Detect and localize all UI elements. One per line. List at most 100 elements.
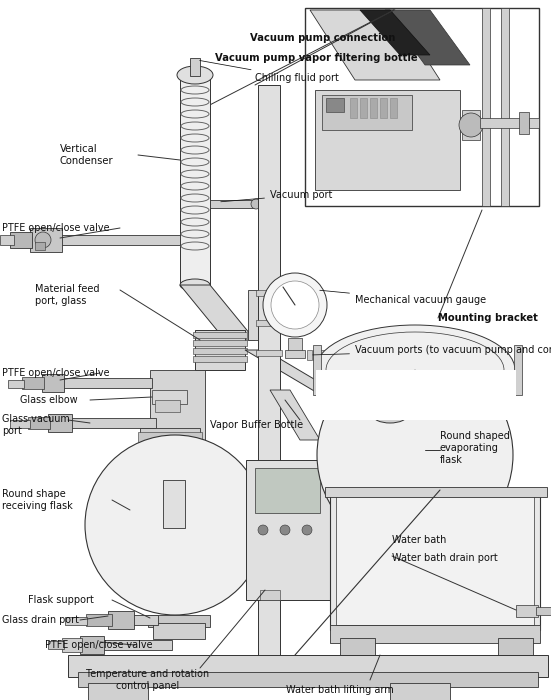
Bar xyxy=(42,374,64,392)
Text: Material feed
port, glass: Material feed port, glass xyxy=(35,284,100,306)
Bar xyxy=(48,641,64,649)
Bar xyxy=(360,98,367,118)
Bar xyxy=(258,85,280,675)
Circle shape xyxy=(263,273,327,337)
Text: PTFE open/close valve: PTFE open/close valve xyxy=(2,368,110,378)
Text: Vacuum pump connection: Vacuum pump connection xyxy=(250,33,396,43)
Text: Water bath lifting arm: Water bath lifting arm xyxy=(286,685,394,695)
Bar xyxy=(305,8,539,206)
Bar xyxy=(10,232,32,248)
Bar xyxy=(326,98,344,112)
Bar xyxy=(336,495,534,625)
Text: Vapor Buffer Bottle: Vapor Buffer Bottle xyxy=(210,420,303,430)
Bar xyxy=(138,446,202,456)
Bar xyxy=(140,428,200,483)
Bar xyxy=(180,75,210,285)
Bar xyxy=(190,58,200,76)
Circle shape xyxy=(317,357,513,553)
Bar xyxy=(380,98,387,118)
Bar xyxy=(325,487,547,497)
Bar xyxy=(28,417,50,429)
Text: Vacuum ports (to vacuum pump and condenser): Vacuum ports (to vacuum pump and condens… xyxy=(313,345,551,355)
Bar xyxy=(307,350,312,360)
Bar xyxy=(50,235,180,245)
Bar xyxy=(516,605,538,617)
Circle shape xyxy=(35,232,51,248)
Bar xyxy=(35,242,45,250)
Bar xyxy=(313,345,321,395)
Bar xyxy=(65,617,87,625)
Text: Mechanical vacuum gauge: Mechanical vacuum gauge xyxy=(320,290,486,305)
Polygon shape xyxy=(245,350,400,430)
Ellipse shape xyxy=(180,279,210,291)
Bar xyxy=(80,636,104,654)
Polygon shape xyxy=(180,285,255,340)
Bar xyxy=(100,640,172,650)
Bar xyxy=(150,370,205,450)
Bar xyxy=(48,414,72,432)
Circle shape xyxy=(271,281,319,329)
Bar xyxy=(350,98,357,118)
Bar xyxy=(330,625,540,643)
Bar xyxy=(462,110,480,140)
Circle shape xyxy=(280,525,290,535)
Bar xyxy=(498,638,533,660)
Bar xyxy=(390,683,450,700)
Bar xyxy=(370,98,377,118)
Text: Plexiglass Bath Cover: Plexiglass Bath Cover xyxy=(358,410,464,420)
Text: Glass drain port: Glass drain port xyxy=(2,615,79,625)
Circle shape xyxy=(459,113,483,137)
Bar xyxy=(8,380,24,388)
Text: Temperature and rotation
control panel: Temperature and rotation control panel xyxy=(87,669,209,691)
Ellipse shape xyxy=(177,66,213,84)
Ellipse shape xyxy=(315,325,515,415)
Bar xyxy=(153,623,205,639)
Bar xyxy=(78,672,538,687)
Bar xyxy=(529,118,539,128)
Bar xyxy=(22,377,44,389)
Bar xyxy=(330,490,540,630)
Bar xyxy=(138,432,202,442)
Text: PTFE open/close valve: PTFE open/close valve xyxy=(45,640,153,650)
Bar xyxy=(313,350,318,360)
Text: Glass elbow: Glass elbow xyxy=(20,395,78,405)
Text: Glass vacuum
port: Glass vacuum port xyxy=(2,414,70,436)
Bar xyxy=(138,460,202,470)
Bar xyxy=(193,340,247,346)
Bar xyxy=(480,118,520,128)
Bar xyxy=(163,480,185,528)
Text: Round shape
receiving flask: Round shape receiving flask xyxy=(2,489,73,511)
Polygon shape xyxy=(385,10,470,65)
Text: Round shaped
evaporating
flask: Round shaped evaporating flask xyxy=(440,431,510,465)
Bar xyxy=(152,390,187,404)
Polygon shape xyxy=(310,10,440,80)
Bar xyxy=(193,332,247,338)
Circle shape xyxy=(302,525,312,535)
Bar xyxy=(482,8,490,206)
Text: Water bath: Water bath xyxy=(392,535,446,545)
Bar xyxy=(68,418,156,428)
Bar xyxy=(514,345,522,395)
Bar xyxy=(193,356,247,362)
Ellipse shape xyxy=(372,407,408,423)
Bar xyxy=(501,8,509,206)
Bar xyxy=(340,638,375,660)
Bar xyxy=(285,350,305,358)
Circle shape xyxy=(251,199,261,209)
Bar xyxy=(315,90,460,190)
Polygon shape xyxy=(270,390,320,440)
Bar xyxy=(260,590,280,600)
Text: Chilling fluid port: Chilling fluid port xyxy=(199,60,339,83)
Bar xyxy=(390,98,397,118)
Bar xyxy=(148,615,210,627)
Bar xyxy=(316,370,516,420)
Bar xyxy=(30,228,62,252)
Bar xyxy=(130,615,158,625)
Bar xyxy=(519,112,529,134)
Bar xyxy=(155,400,180,412)
Text: PTFE open/close valve: PTFE open/close valve xyxy=(2,223,110,233)
Polygon shape xyxy=(360,10,430,55)
Bar xyxy=(256,320,282,326)
Text: Vacuum port: Vacuum port xyxy=(221,190,332,202)
Bar xyxy=(195,330,245,370)
